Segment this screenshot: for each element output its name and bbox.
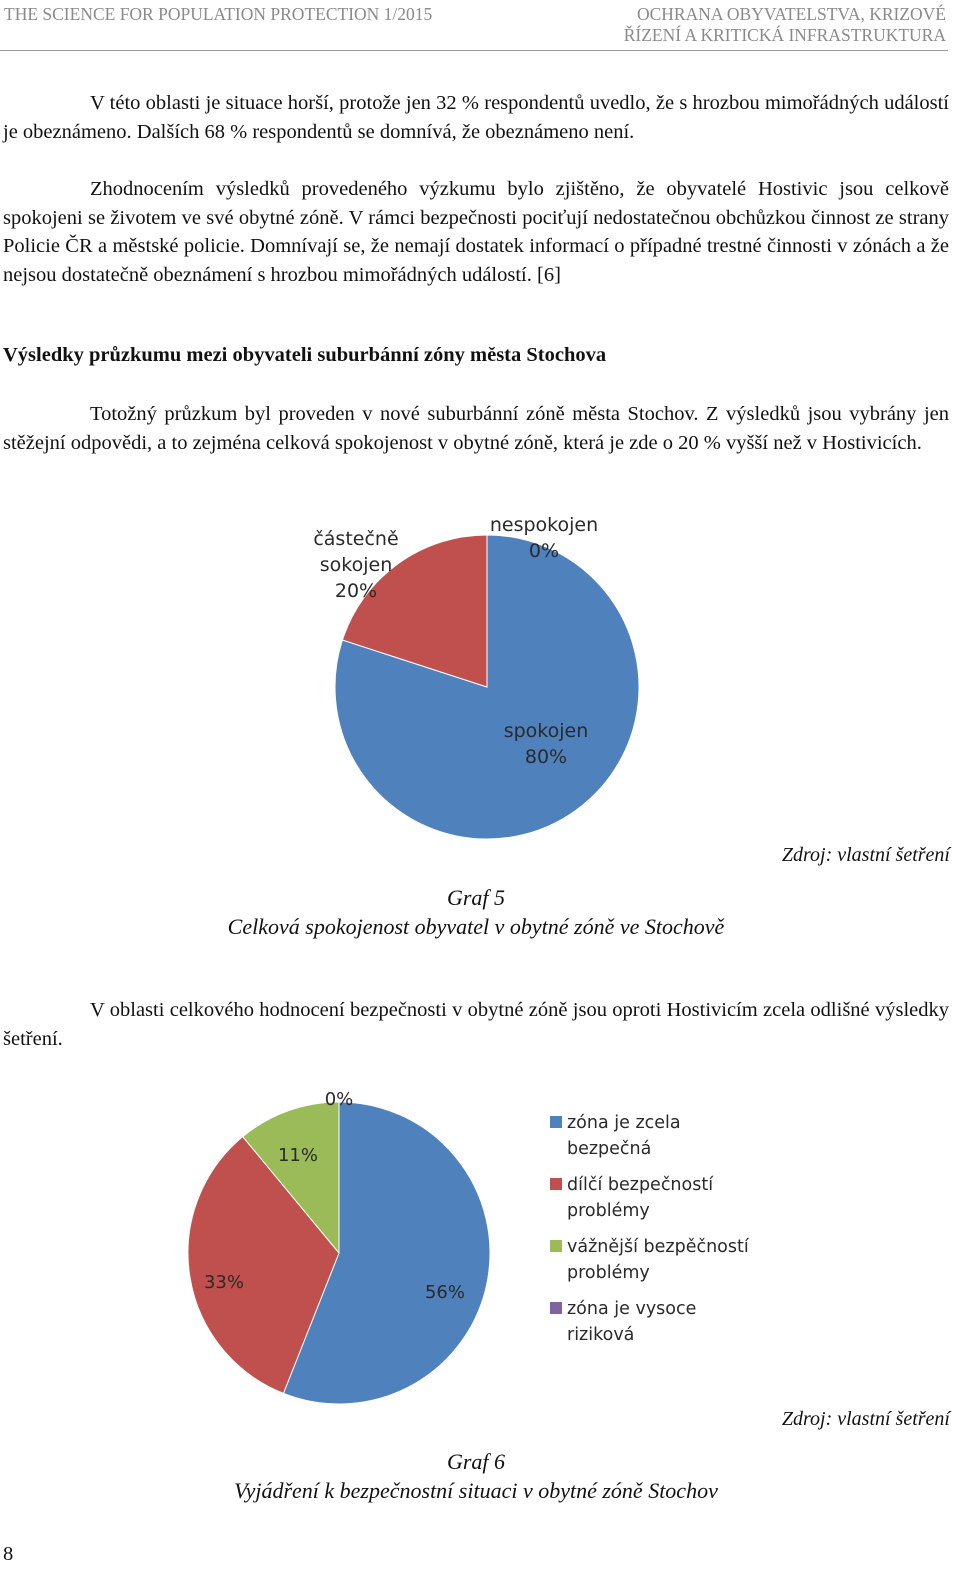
safety-slice-3 xyxy=(242,1101,340,1255)
paragraph-3: Totožný průzkum byl proveden v nové subu… xyxy=(3,400,949,457)
legend-swatch-1 xyxy=(550,1116,562,1128)
legend-entry-zona-je-vysoce: zóna je vysoce riziková xyxy=(567,1299,696,1345)
legend-entry-dilci-bezpecnosti-line: dílčí bezpečností xyxy=(567,1175,714,1195)
header-rule xyxy=(0,50,948,51)
paragraph-3-text: Totožný průzkum byl proveden v nové subu… xyxy=(3,403,949,454)
journal-subtitle-line1: OCHRANA OBYVATELSTVA, KRIZOVÉ xyxy=(636,4,946,24)
data-label-nespokojen-line: nespokojen xyxy=(490,514,598,536)
legend-entry-dilci-bezpecnosti: dílčí bezpečností problémy xyxy=(567,1175,714,1221)
legend-entry-vaznejsi-bezpecnosti: vážnější bezpěčností problémy xyxy=(567,1237,750,1283)
paragraph-4: V oblasti celkového hodnocení bezpečnost… xyxy=(3,996,949,1053)
data-label-0-pct: 0% xyxy=(325,1089,354,1110)
data-label-nespokojen-line: 0% xyxy=(529,540,559,562)
satisfaction-slice-2 xyxy=(341,534,488,688)
data-label-spokojen-line: spokojen xyxy=(504,720,589,742)
figure6-caption: Graf 6 Vyjádření k bezpečnostní situaci … xyxy=(0,1448,952,1505)
paragraph-1: V této oblasti je situace horší, protože… xyxy=(3,89,949,146)
journal-title: THE SCIENCE FOR POPULATION PROTECTION 1/… xyxy=(4,4,433,24)
legend-entry-zona-je-vysoce-line: zóna je vysoce xyxy=(567,1299,696,1319)
data-label-33-pct: 33% xyxy=(204,1272,244,1293)
pie-chart-satisfaction: spokojen 80% částečně sokojen 20% nespokojen 0… xyxy=(313,514,640,840)
data-label-castecne-sokojen-line: sokojen xyxy=(320,554,392,576)
safety-slice-2 xyxy=(187,1135,340,1395)
paragraph-2: Zhodnocením výsledků provedeného výzkumu… xyxy=(3,175,949,289)
safety-slice-1 xyxy=(282,1101,491,1405)
data-label-nespokojen: nespokojen 0% xyxy=(490,514,598,562)
legend-entry-zona-je-zcela: zóna je zcela bezpečná xyxy=(567,1113,681,1159)
legend-swatch-4 xyxy=(550,1302,562,1314)
pie-chart-safety: 56% 33% 11% 0% zóna je zcela bezpečná dílčí be… xyxy=(187,1089,750,1405)
data-label-spokojen: spokojen 80% xyxy=(504,720,589,768)
paragraph-4-text: V oblasti celkového hodnocení bezpečnost… xyxy=(3,999,949,1050)
figure6-caption-title: Vyjádření k bezpečnostní situaci v obytn… xyxy=(234,1477,718,1503)
figure5-caption-number: Graf 5 xyxy=(446,885,506,910)
legend-entry-zona-je-zcela-line: bezpečná xyxy=(567,1139,651,1159)
data-label-castecne-sokojen-line: 20% xyxy=(335,580,377,602)
legend-swatch-3 xyxy=(550,1240,562,1252)
figure6-caption-number: Graf 6 xyxy=(446,1449,506,1474)
journal-subtitle-line2: ŘÍZENÍ A KRITICKÁ INFRASTRUKTURA xyxy=(623,25,946,45)
data-label-11-pct: 11% xyxy=(278,1145,318,1166)
figure6-source: Zdroj: vlastní šetření xyxy=(781,1408,950,1430)
journal-subtitle: OCHRANA OBYVATELSTVA, KRIZOVÉ ŘÍZENÍ A K… xyxy=(624,4,946,46)
paragraph-1-text: V této oblasti je situace horší, protože… xyxy=(3,92,949,143)
legend-entry-dilci-bezpecnosti-line: problémy xyxy=(567,1201,650,1221)
section-heading: Výsledky průzkumu mezi obyvateli suburbá… xyxy=(3,344,607,366)
legend-entry-vaznejsi-bezpecnosti-line: vážnější bezpěčností xyxy=(567,1237,750,1257)
data-label-castecne-sokojen-line: částečně xyxy=(313,528,398,550)
paragraph-2-text: Zhodnocením výsledků provedeného výzkumu… xyxy=(3,178,949,286)
data-label-spokojen-line: 80% xyxy=(525,746,567,768)
figure5-caption: Graf 5 Celková spokojenost obyvatel v ob… xyxy=(0,884,952,941)
data-label-castecne-sokojen: částečně sokojen 20% xyxy=(313,528,398,602)
legend-entry-zona-je-zcela-line: zóna je zcela xyxy=(567,1113,681,1133)
running-header: THE SCIENCE FOR POPULATION PROTECTION 1/… xyxy=(0,0,960,52)
figure5-source: Zdroj: vlastní šetření xyxy=(781,844,950,866)
data-label-56-pct: 56% xyxy=(425,1282,465,1303)
legend-entry-vaznejsi-bezpecnosti-line: problémy xyxy=(567,1263,650,1283)
figure5-caption-title: Celková spokojenost obyvatel v obytné zó… xyxy=(227,913,725,939)
legend-swatch-2 xyxy=(550,1178,562,1190)
page-number: 8 xyxy=(3,1543,14,1565)
legend-entry-zona-je-vysoce-line: riziková xyxy=(567,1325,634,1345)
